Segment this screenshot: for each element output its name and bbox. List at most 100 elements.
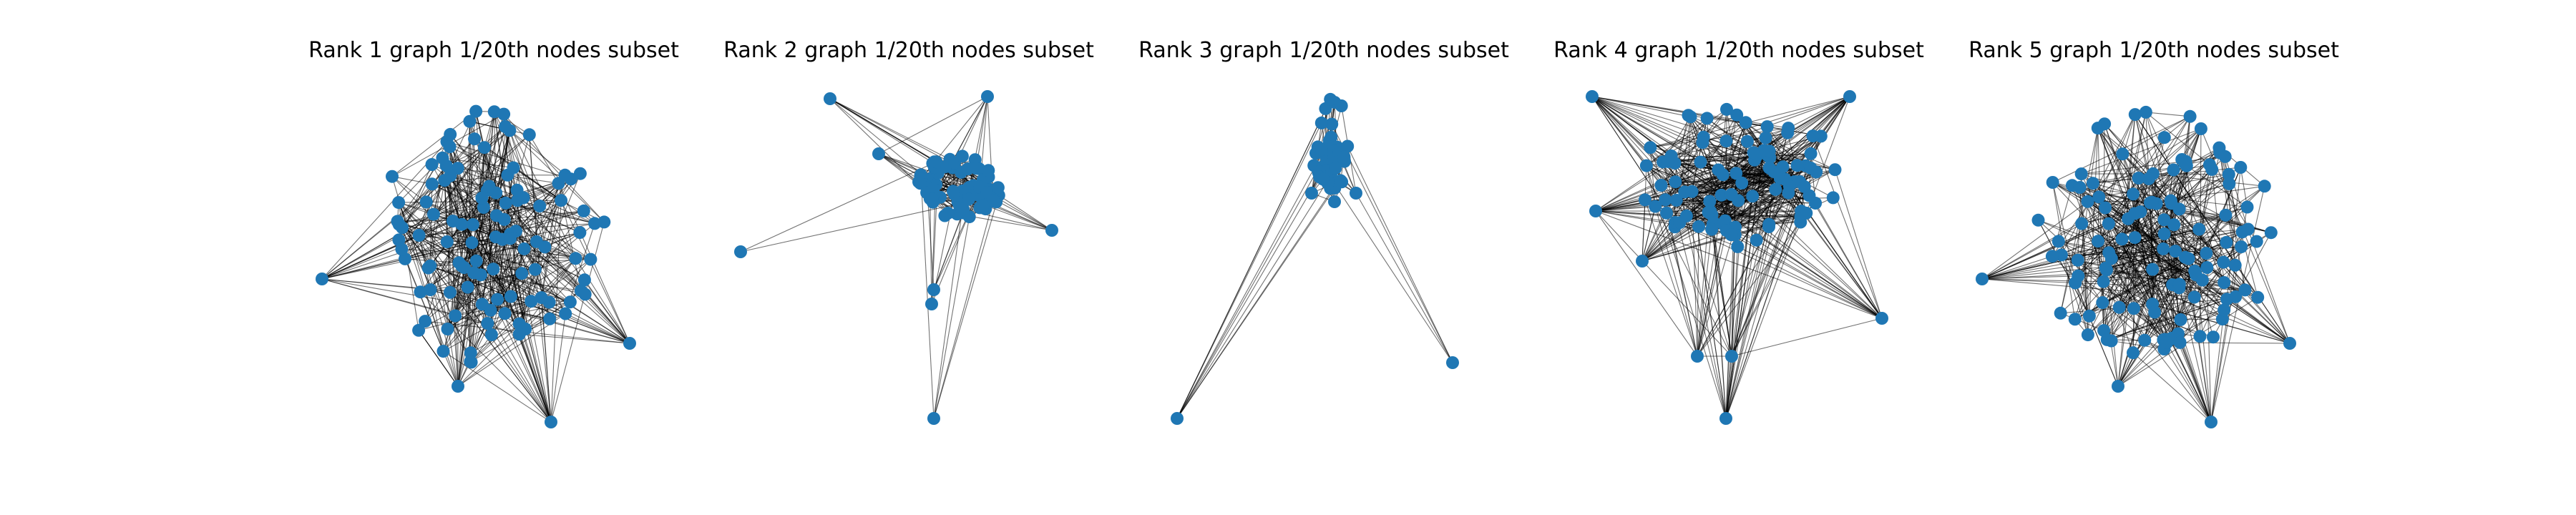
graph-edge (933, 195, 1000, 419)
node-layer (1976, 105, 2296, 428)
graph-node (484, 303, 497, 317)
graph-node (927, 182, 940, 195)
graph-node (2250, 235, 2263, 248)
graph-node (1804, 162, 1818, 175)
graph-node (2182, 252, 2195, 265)
graph-node (466, 218, 479, 231)
graph-edge (933, 217, 970, 419)
graph-node (2112, 380, 2124, 393)
graph-node (2219, 208, 2233, 222)
graph-edge (2102, 246, 2242, 303)
graph-edge (2145, 112, 2190, 117)
graph-edge (575, 258, 630, 344)
panel-title: Rank 3 graph 1/20th nodes subset (1138, 38, 1509, 63)
graph-node (1730, 108, 1744, 122)
graph-node (1644, 141, 1657, 154)
graph-node (1843, 90, 1856, 103)
graph-edge (1711, 215, 1727, 419)
graph-node (2054, 306, 2067, 320)
graph-node (2194, 122, 2207, 135)
graph-edge (1712, 224, 1732, 357)
graph-node (1682, 109, 1695, 122)
graph-node (1719, 134, 1733, 148)
graph-node (2195, 273, 2209, 287)
graph-edge (1741, 182, 1883, 319)
graph-node (914, 177, 927, 190)
graph-edge (2248, 229, 2290, 344)
graph-edge (1981, 201, 2088, 280)
node-layer (1171, 92, 1459, 425)
graph-node (2086, 177, 2099, 190)
graph-edge (2240, 167, 2248, 207)
graph-node (511, 194, 525, 207)
graph-node (438, 174, 452, 187)
graph-node (1732, 194, 1745, 207)
graph-node (1739, 116, 1752, 129)
graph-node (824, 92, 836, 105)
graph-node (925, 298, 938, 310)
graph-node (1729, 167, 1743, 180)
graph-node (528, 263, 542, 276)
graph-node (1800, 206, 1813, 220)
graph-edge (507, 175, 532, 302)
graph-node (499, 196, 512, 210)
graph-node (957, 202, 970, 216)
graph-edge (401, 227, 459, 263)
node-layer (734, 90, 1058, 425)
graph-edge (1641, 149, 1765, 262)
graph-node (440, 235, 454, 249)
graph-node (577, 273, 591, 287)
graph-node (481, 317, 494, 330)
graph-node (1589, 205, 1602, 217)
graph-node (2115, 232, 2129, 246)
graph-node (1329, 162, 1342, 175)
graph-edge (829, 98, 937, 162)
node-layer (316, 104, 636, 428)
graph-node (2091, 122, 2104, 135)
graph-node (443, 140, 457, 154)
graph-node (467, 266, 481, 280)
graph-node (2081, 195, 2094, 208)
graph-node (463, 114, 477, 128)
graph-edge (1668, 161, 1883, 319)
graph-node (1746, 190, 1760, 203)
graph-edge (2117, 303, 2153, 387)
graph-edge (1725, 151, 1770, 419)
graph-node (2234, 161, 2248, 174)
graph-node (2240, 200, 2254, 214)
graph-edge (503, 114, 550, 319)
graph-node (927, 412, 940, 425)
graph-node (577, 204, 590, 217)
graph-edge (2210, 186, 2265, 423)
graph-node (425, 158, 439, 171)
graph-node (1639, 159, 1653, 172)
graph-edge (1591, 96, 1835, 170)
graph-node (424, 283, 437, 297)
graph-edge (418, 300, 532, 331)
graph-edge (404, 258, 444, 352)
graph-edge (539, 178, 572, 207)
graph-node (1705, 222, 1719, 236)
graph-edge (560, 200, 630, 344)
edge-layer (1591, 96, 1883, 419)
graph-edge (2077, 152, 2220, 277)
graph-node (487, 263, 500, 276)
graph-node (2167, 163, 2180, 177)
graph-edge (1355, 192, 1453, 363)
graph-edge (1731, 216, 1801, 357)
graph-edge (2172, 152, 2220, 339)
panel-title: Rank 2 graph 1/20th nodes subset (723, 38, 1094, 63)
graph-node (2193, 330, 2207, 343)
graph-edge (1725, 179, 1785, 419)
graph-edge (1347, 146, 1453, 363)
graph-edge (2226, 167, 2241, 300)
graph-edge (1697, 222, 1801, 357)
graph-edge (1981, 278, 2245, 290)
graph-edge (2119, 289, 2245, 308)
graph-node (569, 252, 582, 265)
graph-edge (1674, 162, 1727, 419)
graph-node (1446, 356, 1459, 369)
graph-edge (1644, 200, 1698, 357)
panel-rank-2: Rank 2 graph 1/20th nodes subset (723, 38, 1094, 425)
